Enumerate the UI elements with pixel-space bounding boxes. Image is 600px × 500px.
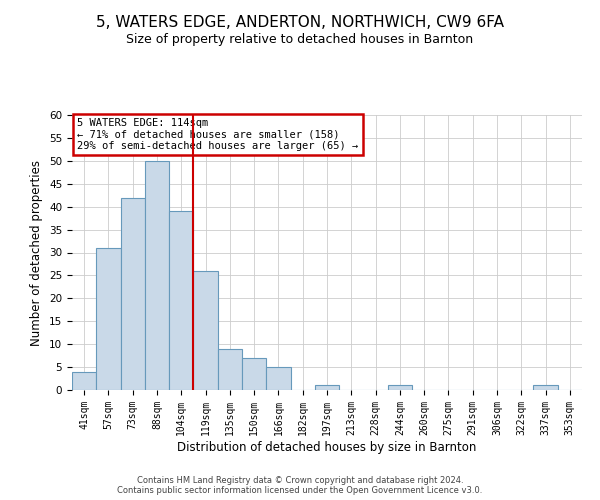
Bar — [193, 271, 218, 390]
Bar — [121, 198, 145, 390]
Bar — [96, 248, 121, 390]
X-axis label: Distribution of detached houses by size in Barnton: Distribution of detached houses by size … — [178, 440, 476, 454]
Bar — [72, 372, 96, 390]
Bar — [315, 386, 339, 390]
Bar — [145, 161, 169, 390]
Text: Contains HM Land Registry data © Crown copyright and database right 2024.
Contai: Contains HM Land Registry data © Crown c… — [118, 476, 482, 495]
Bar — [388, 386, 412, 390]
Text: 5 WATERS EDGE: 114sqm
← 71% of detached houses are smaller (158)
29% of semi-det: 5 WATERS EDGE: 114sqm ← 71% of detached … — [77, 118, 358, 151]
Bar — [266, 367, 290, 390]
Text: 5, WATERS EDGE, ANDERTON, NORTHWICH, CW9 6FA: 5, WATERS EDGE, ANDERTON, NORTHWICH, CW9… — [96, 15, 504, 30]
Text: Size of property relative to detached houses in Barnton: Size of property relative to detached ho… — [127, 32, 473, 46]
Bar — [242, 358, 266, 390]
Bar — [533, 386, 558, 390]
Y-axis label: Number of detached properties: Number of detached properties — [31, 160, 43, 346]
Bar — [169, 211, 193, 390]
Bar — [218, 349, 242, 390]
